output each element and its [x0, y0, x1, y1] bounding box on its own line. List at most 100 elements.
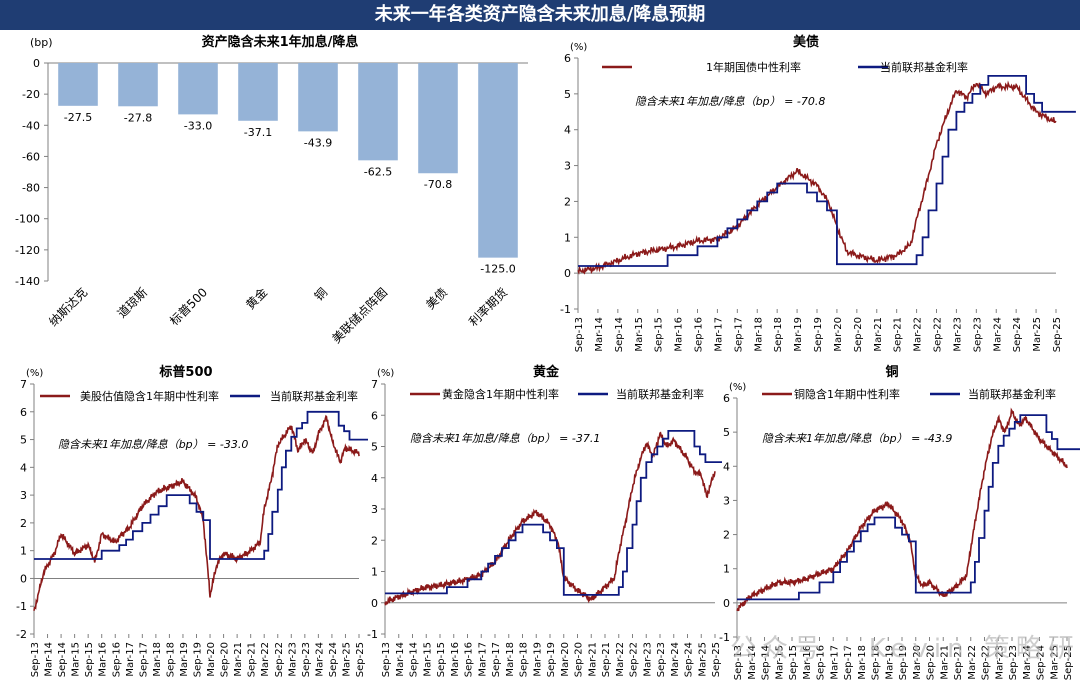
x-tick-label: Sep-19: [546, 642, 557, 677]
y-tick-label: 2: [371, 534, 378, 547]
x-tick-label: Mar-18: [152, 642, 163, 677]
category-label: 道琼斯: [114, 285, 150, 321]
chart-title: 美债: [793, 34, 819, 50]
fed-funds-line: [385, 430, 722, 596]
x-tick-label: Mar-14: [594, 317, 605, 352]
implied-rate-line: [33, 414, 360, 611]
y-tick-label: -40: [22, 119, 40, 132]
x-tick-label: Mar-19: [884, 645, 895, 680]
x-tick-label: Sep-13: [30, 642, 41, 677]
x-tick-label: Sep-22: [933, 317, 944, 352]
y-tick-label: 4: [20, 461, 27, 474]
x-tick-label: Sep-24: [684, 642, 695, 677]
bar-value-label: -37.1: [244, 126, 272, 139]
x-tick-label: Sep-16: [694, 317, 705, 352]
x-tick-label: Mar-23: [952, 317, 963, 352]
x-tick-label: Sep-19: [193, 642, 204, 677]
x-tick-label: Mar-24: [992, 317, 1003, 352]
y-tick-label: 5: [723, 426, 730, 439]
legend-label: 当前联邦基金利率: [968, 387, 1056, 401]
y-axis-unit: (bp): [30, 36, 53, 49]
implied-rate-line: [384, 431, 716, 606]
y-tick-label: -120: [15, 244, 40, 257]
x-tick-label: Sep-25: [1063, 645, 1074, 680]
x-tick-label: Sep-20: [574, 642, 585, 677]
x-tick-label: Sep-25: [355, 642, 366, 677]
x-tick-label: Mar-21: [233, 642, 244, 677]
x-tick-label: Mar-23: [994, 645, 1005, 680]
x-tick-label: Mar-22: [615, 642, 626, 677]
x-tick-label: Sep-17: [843, 645, 854, 680]
x-tick-label: Mar-21: [939, 645, 950, 680]
legend-label: 美股估值隐含1年期中性利率: [80, 389, 219, 403]
x-tick-label: Mar-21: [873, 317, 884, 352]
x-tick-label: Sep-21: [893, 317, 904, 352]
bar: [478, 63, 518, 258]
y-tick-label: -140: [15, 275, 40, 288]
y-tick-label: 4: [723, 460, 730, 473]
x-tick-label: Mar-19: [532, 642, 543, 677]
y-tick-label: 1: [723, 563, 730, 576]
annotation-text: 隐含未来1年加息/降息（bp） = -33.0: [58, 438, 248, 451]
x-tick-label: Mar-19: [179, 642, 190, 677]
annotation-text: 隐含未来1年加息/降息（bp） = -37.1: [410, 432, 600, 445]
treasury-line-chart: 美债 (%) -1 0 1 2 3 4 5 6 Sep-13 Mar-14 Sep-14 Mar-15 Se…: [560, 34, 1076, 352]
x-tick-label: Mar-20: [912, 645, 923, 680]
bar-value-label: -125.0: [480, 263, 515, 276]
x-tick-label: Sep-24: [1036, 645, 1047, 680]
x-tick-label: Sep-23: [301, 642, 312, 677]
x-tick-label: Mar-24: [1022, 645, 1033, 680]
x-tick-label: Sep-15: [436, 642, 447, 677]
bar: [298, 63, 338, 132]
y-tick-label: 6: [20, 406, 27, 419]
chart-title: 铜: [884, 364, 898, 380]
bar: [118, 63, 158, 107]
x-tick-label: Mar-25: [341, 642, 352, 677]
x-tick-label: Mar-22: [913, 317, 924, 352]
category-label: 美联储点阵图: [329, 285, 391, 347]
x-tick-label: Sep-19: [813, 317, 824, 352]
x-tick-label: Sep-22: [629, 642, 640, 677]
x-tick-label: Mar-25: [1032, 317, 1043, 352]
fed-funds-line: [578, 75, 1076, 267]
x-tick-label: Sep-18: [871, 645, 882, 680]
x-tick-label: Sep-23: [656, 642, 667, 677]
y-tick-label: 2: [723, 529, 730, 542]
y-tick-label: -100: [15, 213, 40, 226]
category-label: 铜: [311, 285, 330, 304]
y-tick-label: 1: [564, 231, 571, 244]
y-tick-label: 5: [20, 434, 27, 447]
x-tick-label: Sep-14: [57, 642, 68, 677]
x-tick-label: Sep-15: [654, 317, 665, 352]
y-tick-label: 5: [371, 441, 378, 454]
y-tick-label: 7: [20, 378, 27, 391]
x-tick-label: Sep-24: [328, 642, 339, 677]
chart-title: 资产隐含未来1年加息/降息: [202, 34, 359, 50]
category-label: 纳斯达克: [46, 285, 90, 329]
y-tick-label: 1: [20, 545, 27, 558]
x-tick-label: Sep-16: [111, 642, 122, 677]
x-tick-label: Mar-16: [674, 317, 685, 352]
x-tick-label: Sep-17: [733, 317, 744, 352]
bar-value-label: -62.5: [364, 165, 392, 178]
y-axis-unit: (%): [377, 368, 394, 379]
page-banner-title: 未来一年各类资产隐含未来加息/降息预期: [0, 0, 1080, 30]
x-tick-label: Mar-15: [71, 642, 82, 677]
y-tick-label: 0: [371, 597, 378, 610]
x-tick-label: Sep-23: [1008, 645, 1019, 680]
category-label: 利率期货: [466, 285, 511, 330]
annotation-text: 隐含未来1年加息/降息（bp） = -43.9: [762, 432, 952, 445]
fed-funds-line: [737, 414, 1080, 601]
x-tick-label: Sep-20: [220, 642, 231, 677]
x-tick-label: Mar-22: [260, 642, 271, 677]
x-tick-label: Mar-24: [314, 642, 325, 677]
x-tick-label: Sep-17: [138, 642, 149, 677]
x-tick-label: Mar-19: [793, 317, 804, 352]
x-tick-label: Mar-17: [125, 642, 136, 677]
x-tick-label: Mar-16: [802, 645, 813, 680]
x-tick-label: Sep-16: [464, 642, 475, 677]
y-tick-label: 3: [564, 160, 571, 173]
y-tick-label: -2: [16, 628, 27, 641]
legend-label: 黄金隐含1年期中性利率: [442, 387, 559, 401]
x-tick-label: Sep-13: [574, 317, 585, 352]
